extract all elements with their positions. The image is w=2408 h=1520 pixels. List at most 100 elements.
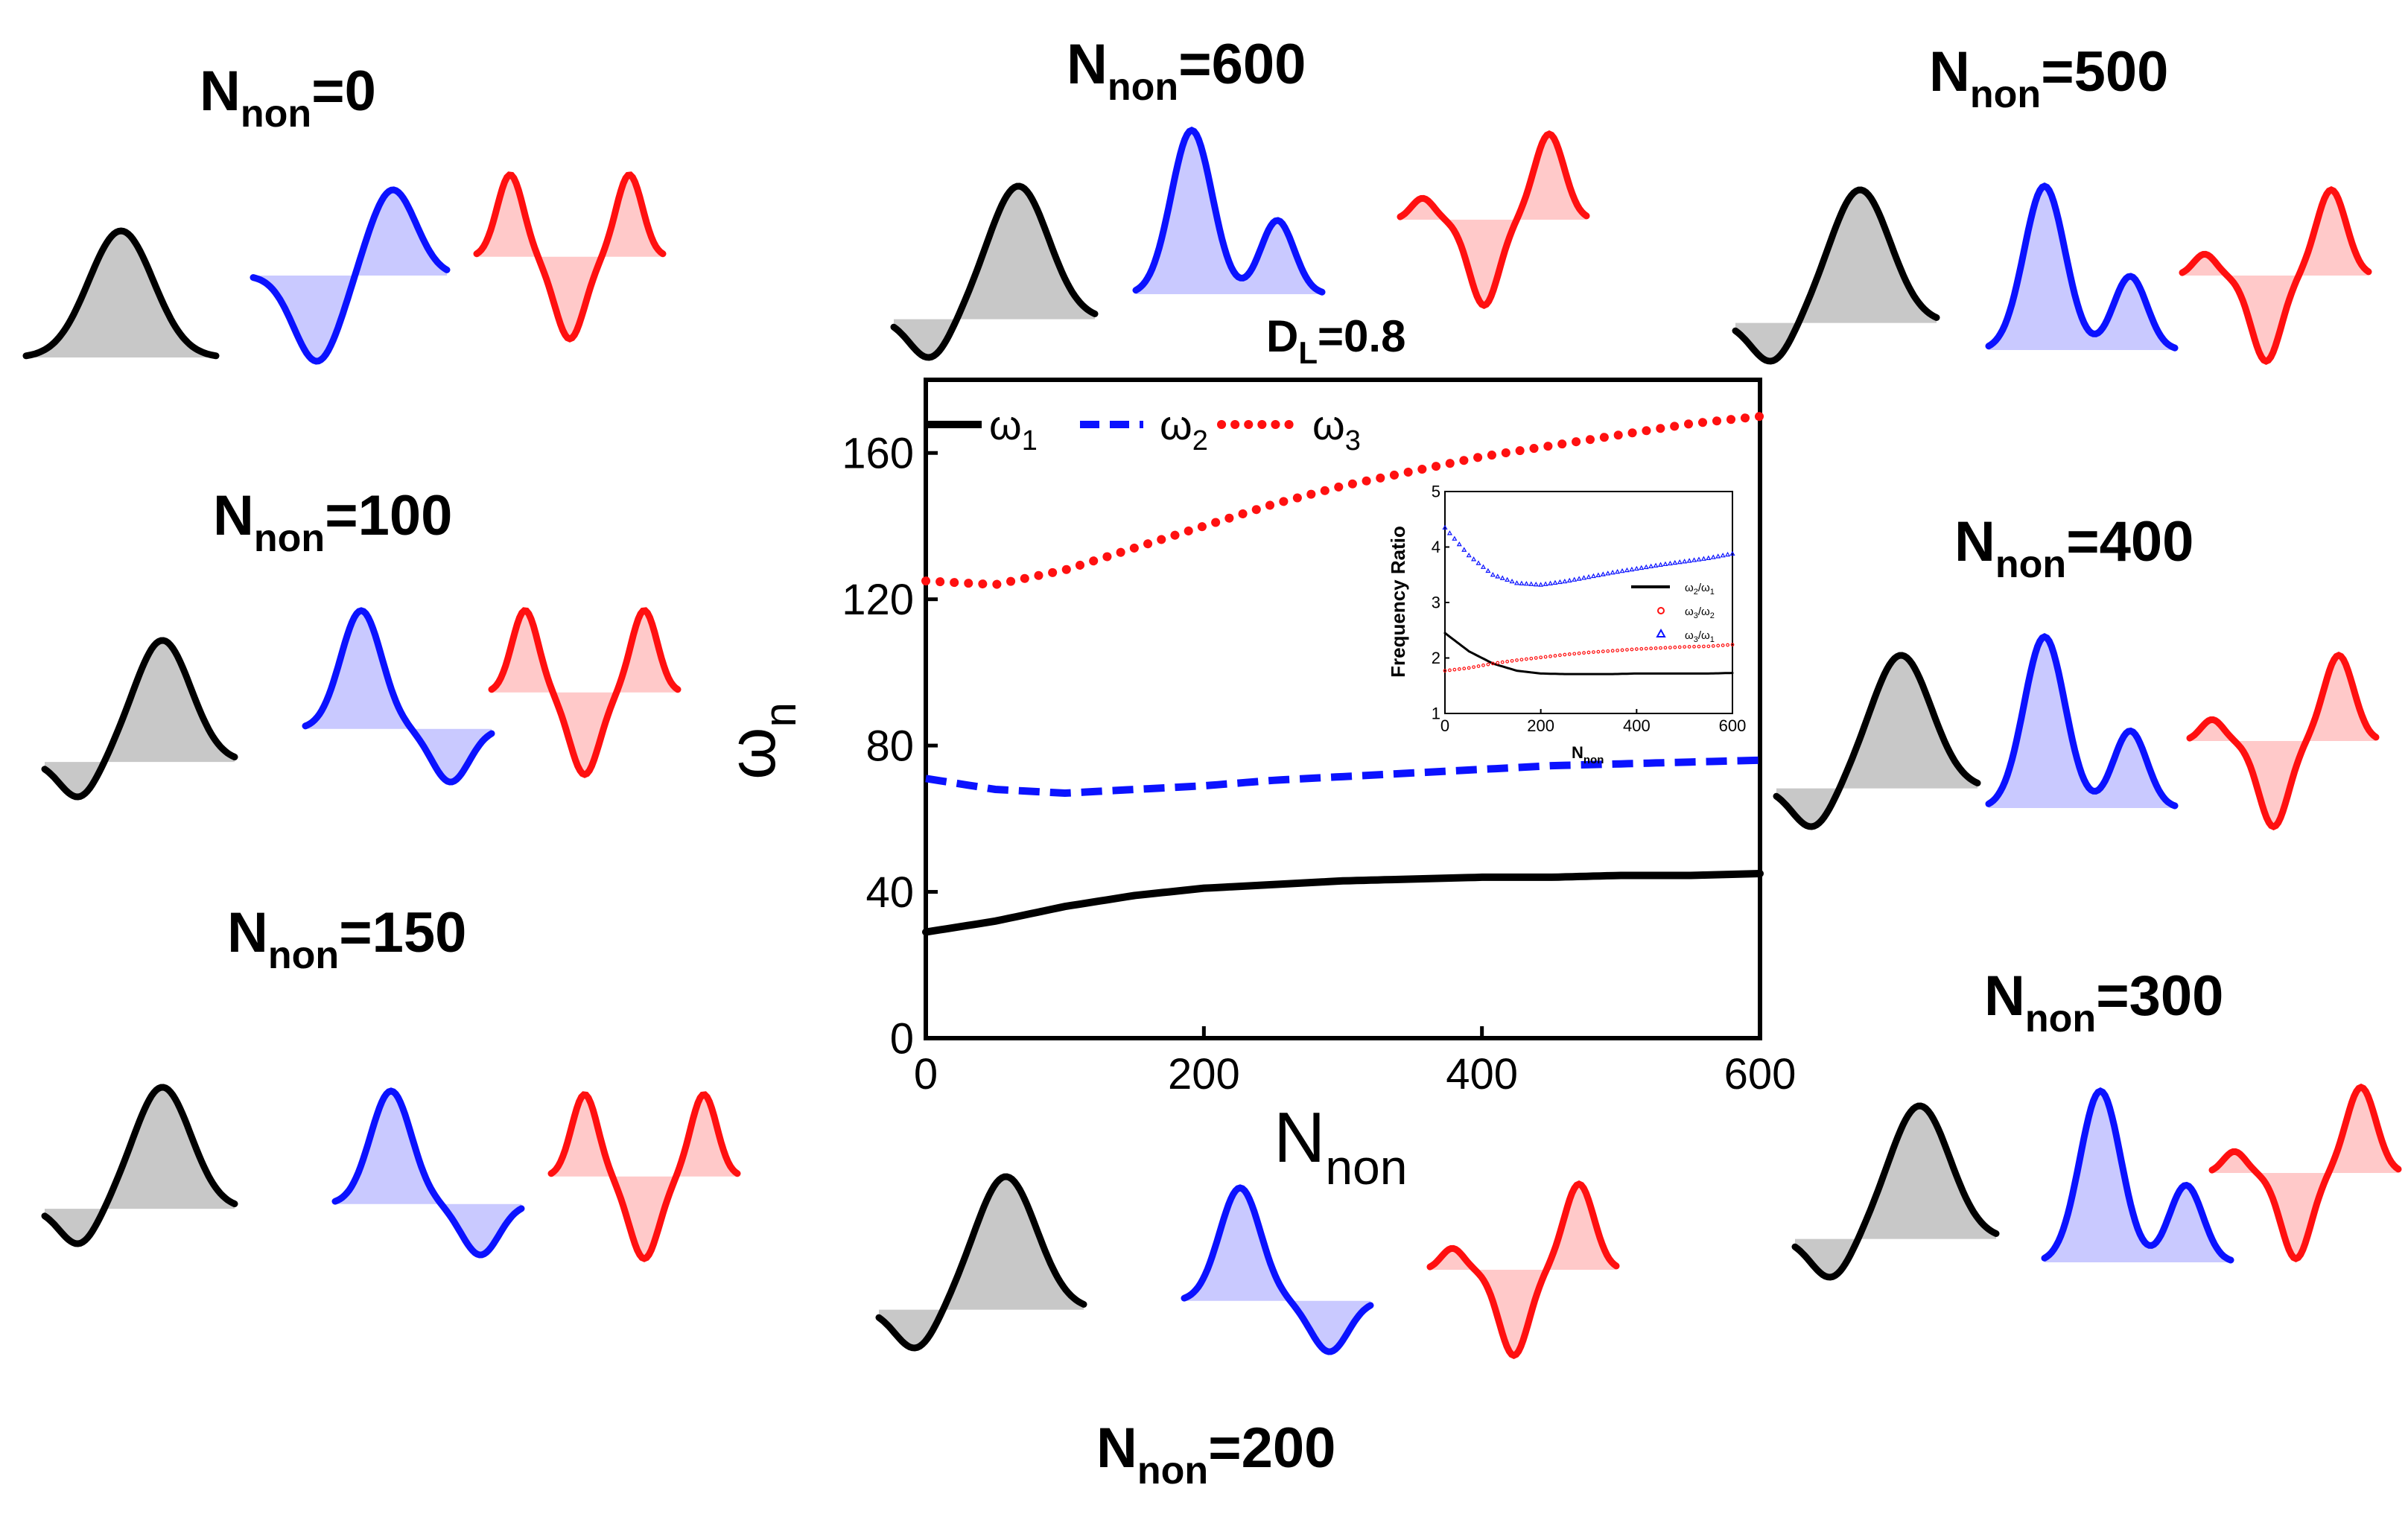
inset-y-tick-label-3: 4: [1432, 538, 1440, 556]
main-series-0-line: [922, 870, 1764, 936]
inset-series-1-marker: [1701, 644, 1706, 649]
mode-shape-fill-16: [1989, 186, 2175, 350]
mode-shape-fill-20: [2190, 655, 2376, 827]
inset-legend-label-ratio21: ω2/ω1: [1685, 582, 1715, 597]
inset-series-1-marker: [1567, 652, 1572, 656]
inset-series-1-marker: [1500, 660, 1505, 664]
mode-shape-curve-5: [488, 607, 682, 778]
inset-series-2-marker: [1499, 575, 1505, 580]
legend-label-omega3: ω3: [1312, 401, 1361, 457]
inset-x-tick-label-2: 400: [1623, 716, 1651, 735]
inset-y-tick-label-2: 3: [1432, 594, 1440, 612]
mode-shape-fill-7: [335, 1091, 521, 1255]
inset-series-2-marker: [1615, 568, 1621, 574]
inset-series-1-marker: [1481, 663, 1485, 667]
inset-series-1-marker: [1534, 656, 1538, 660]
inset-series-2-marker: [1595, 572, 1601, 577]
inset-series-2-marker: [1475, 560, 1481, 565]
inset-series-1-marker: [1557, 653, 1562, 658]
mode-shape-fill-2: [477, 175, 663, 339]
inset-series-1-marker: [1606, 649, 1610, 653]
inset-series-2-marker: [1710, 554, 1716, 559]
mode-shape-fill-11: [1400, 134, 1586, 305]
mode-shape-curve-11: [1397, 130, 1590, 309]
mode-shape-curve-1: [250, 186, 451, 365]
inset-series-2-marker: [1633, 565, 1639, 571]
mode-shape-fill-13: [1184, 1188, 1370, 1352]
inset-chart: 0 200 400 600 1 2 3 4 5 Frequency Ratio Nnon ω2/…: [1387, 483, 1746, 766]
mode-shape-curve-6: [41, 1084, 238, 1247]
inset-series-1-marker: [1519, 658, 1524, 662]
main-y-tick-label-0: 0: [890, 1014, 914, 1063]
mode-shape-fill-17: [2182, 190, 2369, 361]
main-series: [921, 412, 1764, 936]
mode-shape-curve-8: [547, 1091, 741, 1262]
mode-shape-fill-4: [305, 611, 492, 782]
mode-shape-curve-15: [1732, 186, 1940, 365]
inset-series-2-marker: [1691, 557, 1697, 562]
inset-series-2-marker: [1706, 555, 1712, 560]
main-y-axis-label: ωn: [715, 702, 805, 780]
inset-series-2-marker: [1456, 541, 1462, 547]
inset-series-2-marker: [1533, 581, 1539, 587]
inset-x-tick-label-3: 600: [1719, 716, 1747, 735]
inset-series-2-marker: [1600, 571, 1606, 576]
mode-shape-fill-1: [253, 190, 447, 361]
inset-series-1-marker: [1582, 651, 1586, 655]
inset-series-2-marker: [1624, 567, 1630, 573]
inset-series-2-marker: [1682, 559, 1688, 564]
inset-series-1-marker: [1443, 669, 1447, 673]
mode-shape-fill-23: [2212, 1087, 2398, 1259]
main-y-tick-label-4: 160: [842, 430, 914, 478]
mode-shape-curve-2: [473, 171, 667, 343]
inset-series-2-marker: [1725, 551, 1731, 557]
inset-series-2-marker: [1523, 581, 1529, 586]
inset-series-2-marker: [1667, 560, 1673, 566]
inset-y-tick-label-4: 5: [1432, 483, 1440, 501]
mode-shape-curve-23: [2208, 1084, 2402, 1262]
inset-series: [1442, 524, 1735, 675]
inset-series-2-marker: [1471, 556, 1477, 562]
main-y-tick-label-2: 80: [865, 722, 914, 770]
inset-series-1-marker: [1467, 666, 1471, 670]
label-nnon-100: Nnon=100: [213, 484, 452, 560]
legend-label-omega1: ω1: [989, 401, 1038, 457]
main-series-2-line: [921, 412, 1764, 590]
inset-series-1-marker: [1610, 649, 1615, 653]
inset-series-2-marker: [1519, 580, 1525, 585]
inset-series-2-marker: [1643, 564, 1649, 570]
panel-title: DL=0.8: [1266, 311, 1405, 370]
inset-series-1-marker: [1457, 667, 1461, 671]
inset-series-1-marker: [1721, 643, 1725, 647]
inset-series-1-marker: [1716, 643, 1721, 648]
mode-shape-curve-0: [22, 227, 220, 360]
inset-series-2-marker: [1700, 556, 1706, 561]
mode-shapes: [22, 127, 2402, 1359]
inset-series-1-marker: [1490, 661, 1495, 666]
inset-series-1-marker: [1620, 648, 1624, 652]
inset-series-1-marker: [1726, 643, 1729, 647]
main-plot-frame: [924, 378, 1762, 1040]
inset-series-2-marker: [1490, 572, 1496, 577]
inset-series-2-marker: [1528, 581, 1534, 586]
inset-series-2-marker: [1590, 573, 1596, 579]
inset-series-1-marker: [1673, 645, 1677, 649]
inset-series-1-marker: [1687, 645, 1691, 649]
inset-series-1-marker: [1553, 654, 1557, 658]
mode-shape-fill-22: [2045, 1091, 2231, 1262]
inset-series-2-marker: [1696, 556, 1702, 562]
inset-y-tick-label-0: 1: [1432, 705, 1440, 723]
inset-series-2-marker: [1505, 576, 1510, 582]
mode-shape-curve-13: [1181, 1184, 1374, 1355]
inset-series-1-marker: [1630, 647, 1634, 652]
label-nnon-300: Nnon=300: [1984, 964, 2223, 1040]
mode-shape-curve-7: [331, 1087, 525, 1259]
main-x-axis-label: Nnon: [1274, 1098, 1407, 1195]
inset-series-2-marker: [1605, 570, 1611, 576]
inset-series-2-marker: [1653, 562, 1659, 567]
inset-series-1-marker: [1625, 648, 1629, 652]
inset-series-2-marker: [1548, 580, 1554, 585]
inset-series-1-marker: [1543, 655, 1548, 659]
